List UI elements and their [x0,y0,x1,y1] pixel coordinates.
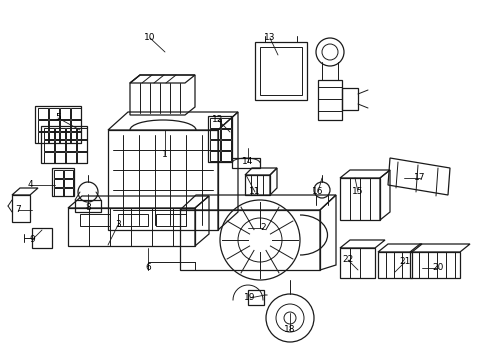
Bar [38,132,48,143]
Bar [52,168,74,196]
Text: 19: 19 [244,293,255,302]
Bar [44,152,54,163]
Bar [54,188,63,196]
Bar [55,152,65,163]
Bar [260,47,302,95]
Bar [221,129,230,139]
Text: 14: 14 [242,157,253,166]
Bar [66,140,76,151]
Bar [77,128,87,139]
Bar [44,140,54,151]
Bar [118,214,148,226]
Bar [77,140,87,151]
Bar [209,140,220,150]
Bar [35,106,81,143]
Text: 10: 10 [144,33,156,42]
Bar [71,108,81,119]
Text: 3: 3 [115,220,121,230]
Bar [80,214,110,226]
Text: 18: 18 [284,325,295,334]
Bar [221,118,230,128]
Text: 11: 11 [249,188,260,197]
Bar [66,152,76,163]
Text: 22: 22 [342,256,353,265]
Bar [60,120,70,131]
Text: 1: 1 [162,150,167,159]
Bar [49,108,59,119]
Bar [209,118,220,128]
Text: 4: 4 [27,180,33,189]
Text: 13: 13 [264,33,275,42]
Bar [38,120,48,131]
Bar [55,140,65,151]
Text: 12: 12 [212,116,223,125]
Bar [49,120,59,131]
Text: 17: 17 [413,174,425,183]
Text: 21: 21 [399,257,410,266]
Bar [60,108,70,119]
Text: 20: 20 [431,264,443,273]
Text: 2: 2 [260,224,265,233]
Text: 15: 15 [351,188,363,197]
Bar [71,132,81,143]
Bar [207,116,231,162]
Bar [54,179,63,187]
Bar [209,129,220,139]
Bar [64,179,73,187]
Bar [60,132,70,143]
Bar [254,42,306,100]
Bar [77,152,87,163]
Bar [41,126,87,163]
Text: 9: 9 [29,235,35,244]
Text: 6: 6 [145,264,151,273]
Bar [54,170,63,178]
Text: 5: 5 [55,113,61,122]
Bar [209,151,220,161]
Bar [221,140,230,150]
Text: 16: 16 [312,188,323,197]
Bar [44,128,54,139]
Bar [38,108,48,119]
Text: 7: 7 [15,206,21,215]
Bar [55,128,65,139]
Bar [64,170,73,178]
Text: 8: 8 [85,203,91,212]
Bar [49,132,59,143]
Bar [221,151,230,161]
Bar [156,214,185,226]
Bar [64,188,73,196]
Bar [66,128,76,139]
Bar [71,120,81,131]
